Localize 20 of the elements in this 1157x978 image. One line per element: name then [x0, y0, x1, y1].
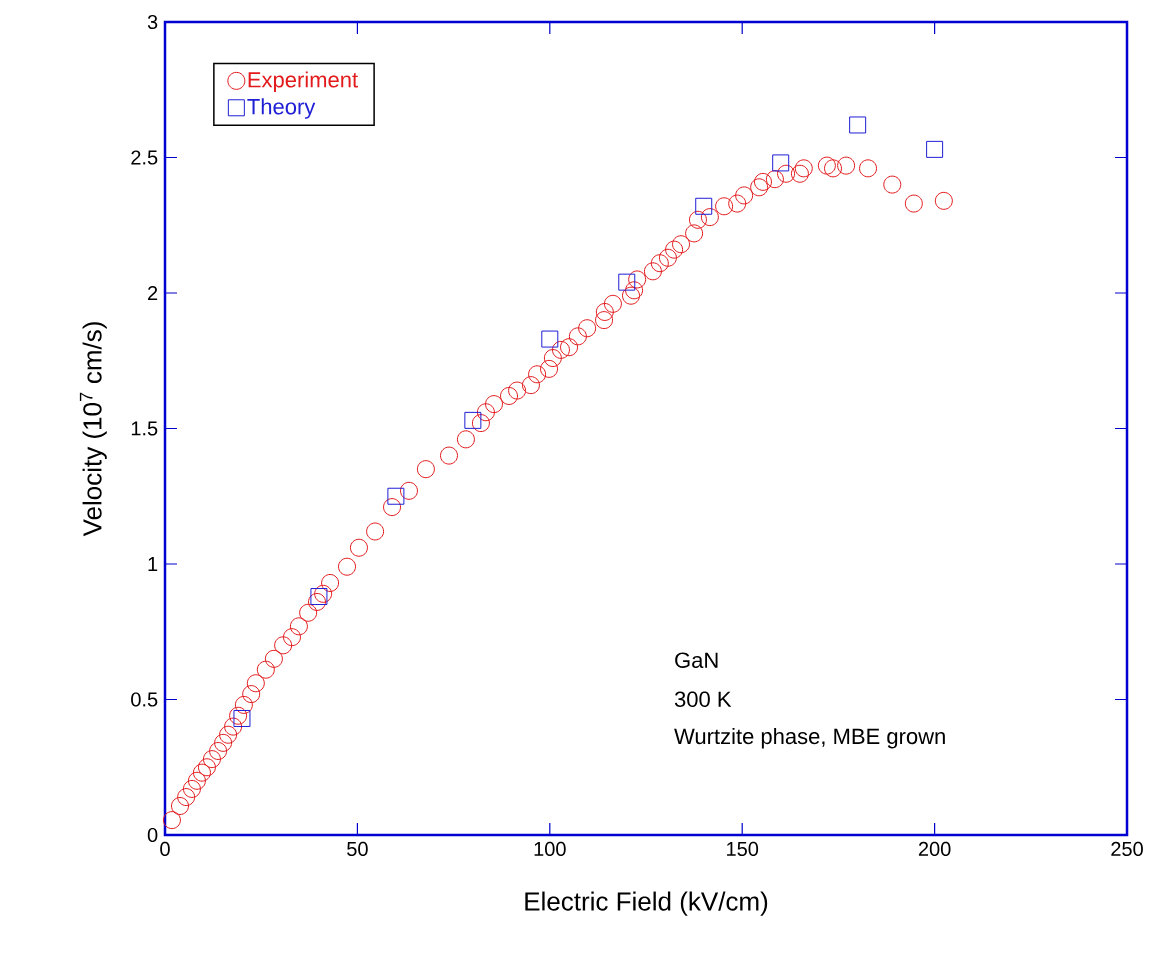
x-tick-label: 250 [1111, 841, 1143, 857]
x-tick-label: 50 [347, 841, 368, 857]
x-axis-title: Electric Field (kV/cm) [525, 891, 768, 916]
y-tick-label: 0.5 [131, 692, 158, 707]
y-tick-label: 2.5 [131, 150, 158, 165]
y-axis-title: Velocity (10$^{7}$ cm/s) [79, 322, 107, 537]
y-tick-label: 1.5 [131, 421, 158, 436]
x-tick-label: 150 [727, 841, 759, 857]
legend-label: Theory [247, 98, 316, 119]
x-tick-label: 100 [534, 841, 566, 857]
y-tick-label: 3 [147, 14, 158, 30]
x-tick-label: 0 [160, 841, 170, 857]
x-tick-label: 200 [918, 841, 951, 857]
legend-label: Experiment [248, 71, 358, 92]
annotation: GaN [675, 652, 718, 668]
annotation: 300 K [674, 691, 732, 708]
annotation: Wurtzite phase, MBE grown [674, 728, 945, 749]
y-tick-label: 1 [148, 557, 158, 571]
y-tick-label: 0 [147, 827, 158, 843]
y-tick-label: 2 [148, 286, 158, 300]
